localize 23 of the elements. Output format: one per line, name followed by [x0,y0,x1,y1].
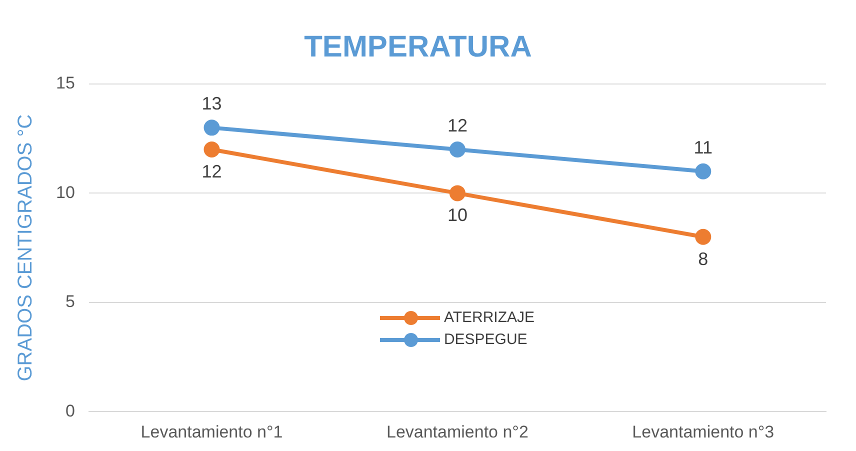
point [695,228,712,245]
data-label: 12 [447,115,468,136]
point [449,142,466,158]
y-tick-label: 10 [56,182,75,202]
data-label: 13 [202,94,222,114]
legend-label: ATERRIZAJE [444,309,535,326]
x-tick-label: Levantamiento n°3 [632,422,774,442]
x-tick-label: Levantamiento n°1 [140,422,283,442]
data-label: 12 [202,161,222,182]
x-tick-label: Levantamiento n°2 [386,422,528,442]
y-axis-title: GRADOS CENTIGRADOS °C [14,114,37,382]
data-label: 10 [447,205,468,226]
point [204,142,220,158]
data-label: 8 [698,248,708,269]
point [204,120,220,136]
data-label: 11 [694,137,712,158]
point [449,185,466,202]
y-tick-label: 0 [65,401,75,420]
point [695,163,712,180]
y-tick-label: 15 [56,74,75,93]
y-tick-label: 5 [65,292,75,312]
chart-title: TEMPERATURA [304,30,532,64]
legend-label: DESPEGUE [444,331,528,348]
